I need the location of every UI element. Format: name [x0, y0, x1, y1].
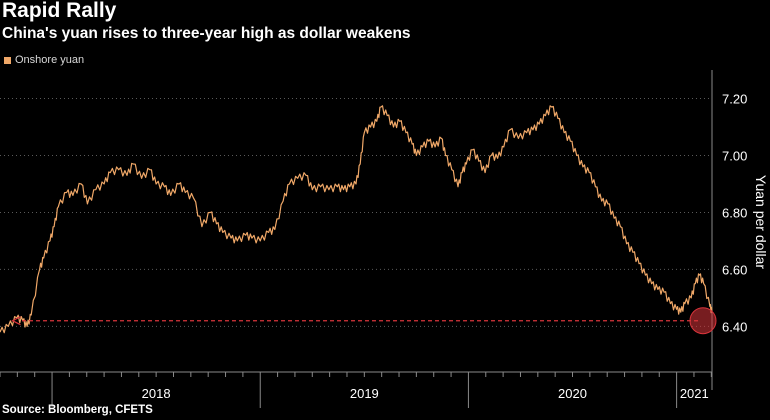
chart-subtitle: China's yuan rises to three-year high as… — [2, 25, 411, 42]
x-tick-label: 2018 — [142, 386, 171, 401]
series-layer — [0, 105, 713, 334]
source-note: Source: Bloomberg, CFETS — [2, 404, 153, 416]
legend-label: Onshore yuan — [15, 54, 85, 66]
y-tick-label: 6.60 — [722, 262, 747, 277]
y-tick-label: 6.40 — [722, 319, 747, 334]
series-line-onshore-yuan — [0, 105, 713, 334]
annotation-arrowhead — [11, 316, 21, 326]
x-tick-label: 2020 — [558, 386, 587, 401]
annotation-highlight-circle — [689, 307, 717, 335]
x-tick-label: 2019 — [350, 386, 379, 401]
legend-swatch — [4, 56, 11, 64]
annotation-layer — [11, 307, 717, 335]
grid-lines — [0, 97, 712, 327]
axes: 6.40 6.60 6.80 7.00 7.20 2018 2019 2020 2021 Yuan… — [0, 70, 769, 408]
y-tick-label: 6.80 — [722, 205, 747, 220]
chart-title: Rapid Rally — [2, 0, 117, 22]
y-axis-label: Yuan per dollar — [753, 175, 769, 270]
legend: Onshore yuan — [4, 54, 84, 66]
y-tick-label: 7.00 — [722, 148, 747, 163]
y-tick-label: 7.20 — [722, 91, 747, 106]
x-tick-label: 2021 — [680, 386, 709, 401]
